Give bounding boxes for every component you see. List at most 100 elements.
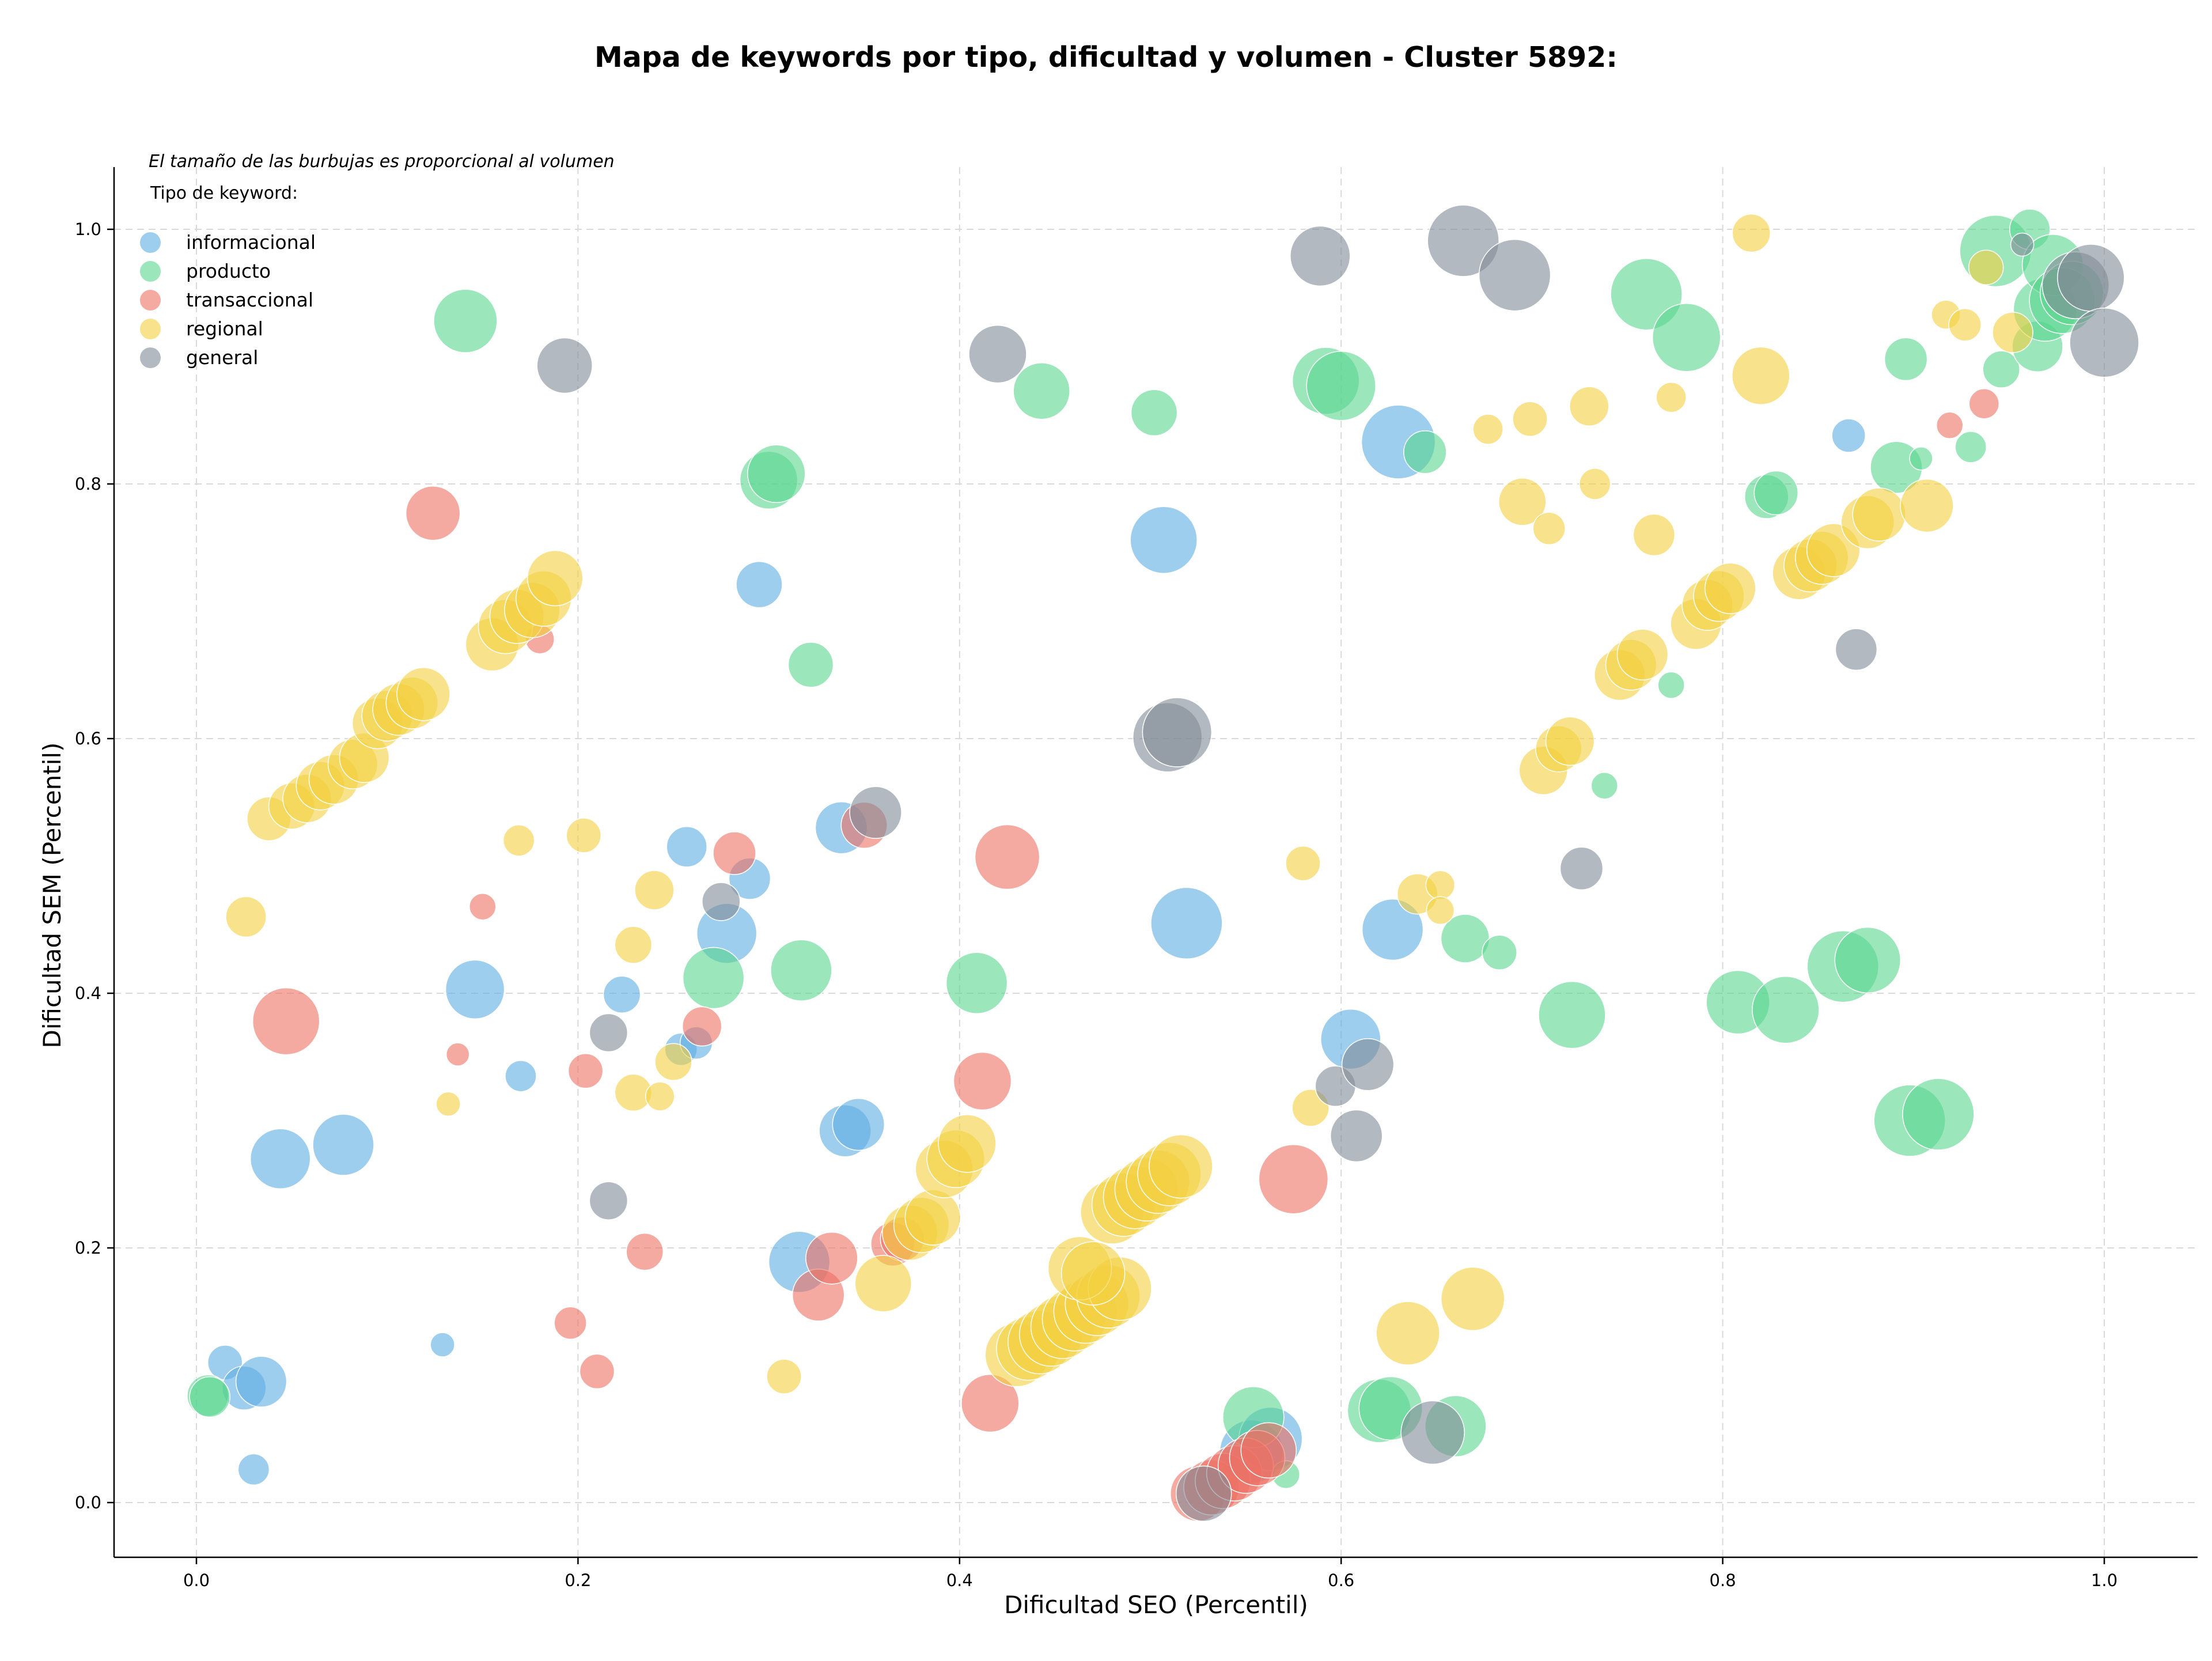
bubble-transaccional-10 [713,831,756,875]
legend-label-producto: producto [186,260,271,282]
legend-marker-general [140,347,161,368]
bubble-general-18 [2010,232,2035,257]
bubble-regional-12 [396,667,450,721]
bubble-regional-87 [1900,478,1954,533]
legend-item-regional: regional [140,317,263,340]
bubble-transaccional-1 [405,486,461,541]
bubble-transaccional-26 [1258,1144,1329,1214]
legend: Tipo de keyword: informacional producto tr… [140,183,316,369]
bubble-producto-9 [1013,362,1070,420]
axes: 0.0 0.2 0.4 0.6 0.8 1.0 0.0 0.2 0.4 0.6 0.8 1.0 [75,167,2198,1590]
bubble-informacional-23 [1361,898,1424,961]
x-tick-label-4: 0.8 [1710,1571,1736,1590]
bubble-regional-91 [1992,312,2033,353]
legend-item-producto: producto [140,260,271,282]
series-general [536,205,2139,1522]
bubble-regional-72 [1616,629,1669,680]
bubble-informacional-27 [1831,418,1866,453]
bubble-producto-37 [1955,431,1987,463]
x-axis-label: Dificultad SEO (Percentil) [1004,1591,1308,1619]
bubble-general-0 [536,337,593,394]
bubble-regional-26 [654,1043,692,1081]
bubble-general-16 [1559,846,1604,891]
bubble-producto-10 [1130,389,1178,436]
bubble-regional-20 [502,824,535,857]
bubble-general-13 [1400,1400,1465,1465]
series-regional [225,213,2033,1394]
bubble-producto-25 [1652,303,1721,372]
bubble-regional-78 [1705,562,1756,614]
bubble-general-4 [849,786,902,839]
bubble-regional-69 [1545,716,1595,766]
bubble-regional-13 [435,1091,461,1117]
bubble-regional-46 [1060,1241,1126,1306]
legend-marker-producto [140,261,161,282]
bubble-producto-14 [1306,351,1376,421]
legend-marker-regional [140,319,161,339]
bubble-regional-80 [1732,346,1790,405]
bubble-informacional-21 [1150,887,1223,960]
y-tick-label-2: 0.4 [75,983,101,1003]
bubble-producto-3 [682,947,745,1009]
bubble-producto-15 [1403,430,1447,474]
bubble-regional-61 [1472,414,1503,445]
bubble-producto-31 [1834,926,1902,994]
bubble-regional-58 [1425,870,1456,900]
bubble-general-7 [1142,697,1213,767]
bubble-informacional-20 [1130,506,1198,574]
y-tick-label-4: 0.8 [75,474,101,494]
bubble-informacional-15 [736,561,783,608]
bubble-general-3 [702,882,741,921]
bubble-general-12 [1341,1038,1395,1091]
bubble-transaccional-8 [626,1232,664,1271]
y-axis-label: Dificultad SEM (Percentil) [38,743,66,1049]
bubble-producto-8 [945,952,1008,1015]
x-tick-label-3: 0.6 [1328,1571,1354,1590]
bubble-general-15 [1478,239,1551,312]
bubble-transaccional-25 [1240,1422,1297,1479]
bubble-general-2 [589,1181,628,1220]
bubble-regional-89 [1948,308,1982,342]
bubble-informacional-2 [235,1356,287,1408]
legend-label-regional: regional [186,317,263,340]
bubble-general-8 [1175,1465,1232,1522]
bubble-informacional-8 [505,1060,537,1092]
x-tick-label-5: 1.0 [2091,1571,2118,1590]
bubble-regional-59 [1426,896,1455,925]
bubble-transaccional-28 [1968,388,2000,419]
bubble-regional-0 [225,896,267,938]
bubble-informacional-4 [249,1128,311,1190]
bubble-producto-35 [1902,1078,1975,1151]
bubble-producto-29 [1753,470,1799,516]
y-tick-label-1: 0.2 [75,1238,101,1258]
bubble-regional-62 [1498,478,1547,526]
bubble-informacional-9 [603,975,641,1013]
bubble-regional-79 [1732,213,1771,253]
legend-marker-informacional [140,232,161,253]
bubble-informacional-3 [237,1453,270,1486]
bubble-general-20 [2057,244,2125,312]
bubble-transaccional-3 [469,892,497,921]
bubble-transaccional-2 [445,1042,470,1066]
bubble-informacional-12 [666,826,707,868]
size-note: El tamaño de las burbujas es proporciona… [149,152,615,172]
y-tick-label-0: 0.0 [75,1493,101,1512]
bubble-transaccional-7 [579,1353,615,1390]
bubble-transaccional-27 [1936,411,1964,440]
bubble-regional-28 [854,1255,912,1312]
bubble-general-9 [1290,225,1351,287]
bubble-regional-31 [904,1189,961,1246]
legend-title: Tipo de keyword: [150,183,298,203]
legend-item-informacional: informacional [140,231,316,253]
bubble-transaccional-6 [567,1053,604,1089]
bubble-producto-22 [1590,772,1619,800]
chart-title: Mapa de keywords por tipo, dificultad y … [594,41,1618,74]
bubble-regional-73 [1633,513,1676,557]
bubble-producto-36 [1909,447,1933,471]
bubble-producto-33 [1884,337,1928,381]
bubble-general-1 [589,1013,628,1053]
bubble-regional-86 [1852,487,1906,542]
x-tick-label-0: 0.0 [183,1571,210,1590]
bubble-producto-7 [770,939,832,1001]
